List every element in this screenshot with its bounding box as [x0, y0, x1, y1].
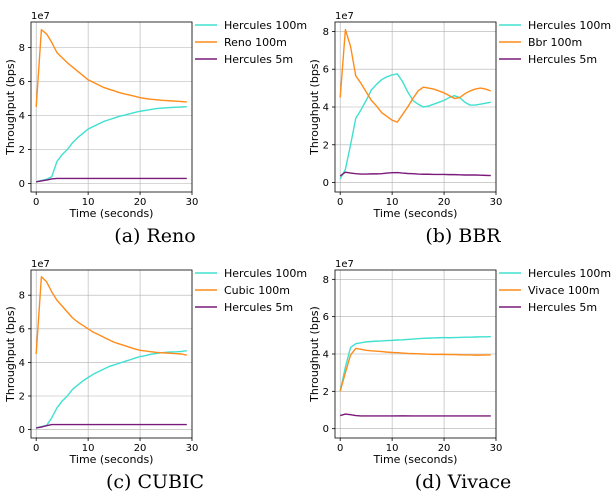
- legend-entry: Hercules 5m: [528, 301, 597, 314]
- y-tick-label: 4: [19, 111, 25, 122]
- x-tick-label: 10: [386, 443, 399, 454]
- y-offset-label: 1e7: [31, 259, 50, 270]
- legend-entry: Bbr 100m: [528, 36, 582, 49]
- x-axis-label: Time (seconds): [373, 453, 458, 466]
- x-tick-label: 10: [82, 197, 95, 208]
- series-line-hercules-5m: [339, 413, 491, 417]
- y-offset-label: 1e7: [335, 259, 354, 270]
- chart-panel-3: 0 10 20 30 0 2 4 6 8 1e7 Time (seconds) Throughput …: [308, 259, 611, 493]
- y-tick-label: 2: [19, 392, 25, 403]
- x-tick-label: 0: [33, 443, 39, 454]
- y-axis-label: Throughput (bps): [4, 59, 17, 156]
- legend: Hercules 100m Bbr 100m Hercules 5m: [499, 19, 611, 66]
- y-axis-label: Throughput (bps): [308, 306, 321, 403]
- x-tick-label: 10: [82, 443, 95, 454]
- y-tick-label: 8: [323, 27, 329, 38]
- x-axis-label: Time (seconds): [69, 453, 154, 466]
- series-line-bbr-100m: [339, 28, 492, 123]
- y-tick-label: 4: [323, 103, 329, 114]
- y-tick-label: 2: [323, 387, 329, 398]
- legend-entry: Hercules 100m: [528, 19, 611, 32]
- series-line-hercules-100m: [36, 105, 187, 183]
- y-tick-label: 0: [323, 178, 329, 189]
- legend-entry: Cubic 100m: [224, 284, 290, 297]
- legend: Hercules 100m Reno 100m Hercules 5m: [195, 19, 307, 66]
- legend-entry: Hercules 5m: [528, 53, 597, 66]
- x-tick-label: 30: [490, 443, 503, 454]
- legend-entry: Hercules 100m: [224, 19, 307, 32]
- y-tick-label: 2: [323, 140, 329, 151]
- y-tick-label: 6: [19, 324, 25, 335]
- y-tick-label: 4: [323, 350, 329, 361]
- x-tick-label: 0: [337, 197, 343, 208]
- legend-entry: Hercules 5m: [224, 301, 293, 314]
- x-tick-label: 20: [438, 197, 451, 208]
- x-tick-label: 20: [134, 443, 147, 454]
- legend: Hercules 100m Cubic 100m Hercules 5m: [195, 267, 307, 314]
- y-tick-label: 6: [323, 65, 329, 76]
- y-tick-label: 0: [19, 179, 25, 190]
- x-axis-label: Time (seconds): [69, 207, 154, 220]
- series-line-reno-100m: [35, 28, 187, 108]
- y-tick-label: 0: [323, 424, 329, 435]
- y-tick-label: 4: [19, 358, 25, 369]
- panel-caption: (d) Vivace: [415, 471, 511, 493]
- x-tick-label: 10: [386, 197, 399, 208]
- y-offset-label: 1e7: [335, 11, 354, 22]
- chart-panel-0: 0 10 20 30 0 2 4 6 8 1e7 Time (seconds) Throughput …: [4, 11, 307, 247]
- plot-frame: [30, 21, 193, 193]
- legend-entry: Hercules 100m: [224, 267, 307, 280]
- series-line-vivace-100m: [339, 347, 491, 392]
- y-tick-label: 2: [19, 145, 25, 156]
- x-tick-label: 0: [33, 197, 39, 208]
- y-tick-label: 0: [19, 425, 25, 436]
- y-tick-label: 8: [19, 291, 25, 302]
- series-line-hercules-100m: [339, 73, 491, 180]
- x-axis-label: Time (seconds): [373, 207, 458, 220]
- y-offset-label: 1e7: [31, 11, 50, 22]
- legend: Hercules 100m Vivace 100m Hercules 5m: [499, 267, 611, 314]
- panel-caption: (a) Reno: [114, 225, 195, 247]
- panel-caption: (c) CUBIC: [106, 471, 204, 493]
- x-tick-label: 30: [186, 443, 199, 454]
- series-line-hercules-5m: [339, 171, 491, 177]
- y-axis-label: Throughput (bps): [4, 306, 17, 403]
- series-line-hercules-5m: [36, 423, 187, 429]
- legend-entry: Reno 100m: [224, 36, 287, 49]
- chart-panel-2: 0 10 20 30 0 2 4 6 8 1e7 Time (seconds) Throughput …: [4, 259, 307, 493]
- series-line-cubic-100m: [35, 276, 187, 356]
- x-tick-label: 20: [134, 197, 147, 208]
- legend-entry: Hercules 100m: [528, 267, 611, 280]
- y-tick-label: 8: [19, 43, 25, 54]
- chart-panel-1: 0 10 20 30 0 2 4 6 8 1e7 Time (seconds) Throughput …: [308, 11, 611, 247]
- plot-frame: [30, 269, 193, 439]
- y-tick-label: 6: [19, 77, 25, 88]
- y-axis-label: Throughput (bps): [308, 59, 321, 156]
- x-tick-label: 30: [490, 197, 503, 208]
- x-tick-label: 0: [337, 443, 343, 454]
- legend-entry: Hercules 5m: [224, 53, 293, 66]
- y-tick-label: 8: [323, 275, 329, 286]
- y-tick-label: 6: [323, 312, 329, 323]
- series-line-hercules-100m: [339, 335, 491, 392]
- series-line-hercules-5m: [36, 177, 187, 183]
- legend-entry: Vivace 100m: [528, 284, 600, 297]
- panel-caption: (b) BBR: [425, 225, 501, 247]
- x-tick-label: 30: [186, 197, 199, 208]
- x-tick-label: 20: [438, 443, 451, 454]
